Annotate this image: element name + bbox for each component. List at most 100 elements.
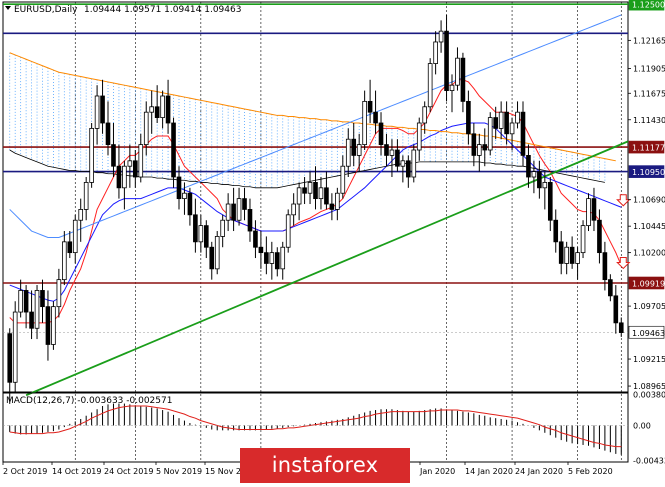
- macd-tick-label: 0.003805: [633, 391, 665, 400]
- candle-body: [100, 95, 105, 124]
- candle-body: [356, 144, 362, 156]
- price-tag: [628, 0, 665, 11]
- candle-body: [569, 246, 575, 264]
- candle-body: [340, 165, 346, 194]
- candle-body: [329, 203, 335, 210]
- price-tick-label: 1.10200: [633, 249, 665, 258]
- down-arrow-icon: [616, 256, 631, 270]
- candle-body: [520, 111, 526, 156]
- candle-body: [105, 122, 111, 146]
- candle-body: [182, 192, 187, 200]
- candle-body: [433, 41, 438, 64]
- candle-body: [83, 182, 89, 210]
- candle-body: [302, 187, 307, 194]
- candle-body: [466, 100, 471, 135]
- candle-body: [411, 149, 417, 178]
- price-tick-label: 1.12165: [633, 36, 665, 45]
- candle-body: [225, 203, 231, 221]
- candle-body: [504, 111, 509, 135]
- candle-body: [564, 246, 569, 264]
- candle-body: [547, 182, 553, 221]
- candle-body: [51, 306, 56, 345]
- candle-body: [296, 187, 302, 205]
- candle-body: [236, 198, 242, 221]
- price-tag-label: 1.11177: [632, 144, 665, 153]
- candle-body: [176, 176, 182, 200]
- x-tick-label: 24 Oct 2019: [104, 467, 153, 476]
- candle-body: [389, 149, 395, 156]
- candle-body: [18, 290, 23, 313]
- candle-body: [613, 295, 619, 324]
- candle-body: [558, 241, 564, 264]
- candle-body: [324, 187, 329, 205]
- x-tick-label: 5 Feb 2020: [568, 467, 613, 476]
- candle-body: [34, 290, 40, 329]
- candle-body: [449, 84, 455, 91]
- candle-body: [171, 122, 176, 178]
- candle-body: [476, 144, 482, 156]
- candle-body: [351, 138, 357, 156]
- candle-body: [553, 219, 559, 243]
- candle-body: [127, 160, 133, 167]
- price-tag: [628, 325, 665, 339]
- candle-body: [231, 203, 236, 221]
- candle-body: [12, 311, 18, 383]
- candle-body: [515, 111, 520, 124]
- candle-body: [23, 290, 29, 313]
- price-tag-label: 1.09463: [632, 329, 665, 338]
- x-tick-label: 24 Jan 2020: [515, 467, 563, 476]
- candle-body: [133, 160, 138, 178]
- candle-body: [482, 144, 488, 151]
- candle-body: [526, 155, 531, 178]
- candle-body: [444, 30, 449, 91]
- candle-body: [111, 144, 116, 167]
- candle-body: [618, 322, 624, 333]
- candle-body: [291, 203, 296, 216]
- x-tick-label: 14 Oct 2019: [52, 467, 101, 476]
- candle-body: [29, 311, 34, 329]
- main-pane: [2, 1, 631, 462]
- candle-body: [345, 138, 351, 167]
- candle-body: [438, 30, 444, 43]
- candle-body: [149, 106, 155, 113]
- candle-body: [537, 171, 542, 189]
- candle-body: [455, 57, 460, 86]
- price-tag: [628, 165, 665, 178]
- candle-body: [602, 252, 608, 281]
- candle-body: [62, 241, 67, 281]
- price-tick-label: 1.11905: [633, 64, 665, 73]
- kijun-line: [9, 122, 622, 302]
- candle-body: [269, 252, 275, 264]
- candle-body: [187, 192, 193, 216]
- x-tick-label: 5 Nov 2019: [156, 467, 202, 476]
- candle-body: [154, 106, 160, 118]
- trend-line: [25, 140, 629, 397]
- candle-body: [427, 63, 433, 108]
- candle-body: [318, 187, 324, 200]
- macd-pane: [2, 392, 629, 463]
- candle-body: [395, 149, 400, 167]
- candle-body: [89, 127, 94, 183]
- candle-body: [72, 219, 78, 254]
- candle-body: [608, 279, 613, 297]
- candle-body: [193, 214, 198, 243]
- candle-body: [203, 225, 209, 248]
- candle-body: [416, 122, 422, 151]
- down-arrow-icon: [616, 194, 631, 207]
- price-tag-label: 1.12500: [632, 1, 665, 10]
- candle-body: [460, 57, 466, 102]
- candle-body: [122, 165, 127, 189]
- macd-tick-label: -0.004331: [633, 457, 665, 466]
- senkou_b-line: [9, 149, 605, 189]
- price-tick-label: 1.08965: [633, 382, 665, 391]
- candle-body: [531, 171, 537, 178]
- candle-body: [367, 100, 373, 113]
- candle-body: [471, 133, 477, 156]
- x-tick-label: Jan 2020: [419, 467, 455, 476]
- candle-body: [242, 198, 247, 210]
- candle-body: [498, 111, 504, 129]
- candle-body: [165, 95, 171, 124]
- candle-body: [362, 100, 367, 146]
- candle-body: [542, 182, 548, 189]
- price-tick-label: 1.10690: [633, 196, 665, 205]
